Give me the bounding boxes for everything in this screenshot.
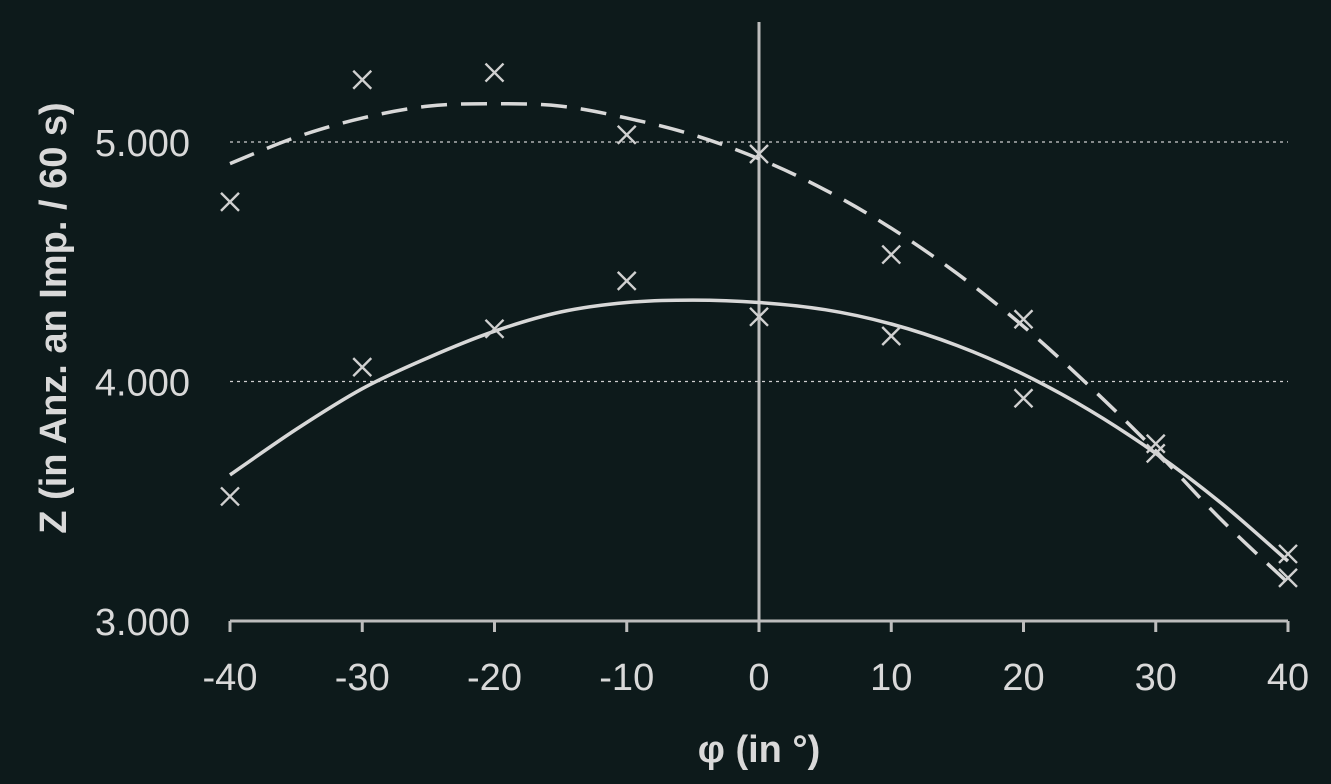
x-tick-label: -10 [599, 657, 654, 699]
data-points [220, 62, 1298, 588]
grid-lines [230, 141, 1288, 383]
data-point-dashed [749, 144, 769, 164]
x-tick-label: 40 [1267, 657, 1309, 699]
data-point-dashed [220, 192, 240, 212]
y-tick-label: 5.000 [95, 123, 190, 165]
tick-labels: -40 -30 -20 -10 0 10 20 30 40 3.000 4.000 5.000 [95, 123, 1309, 699]
fit-curve-solid [229, 298, 1290, 563]
data-point-dashed [352, 69, 373, 90]
data-point-solid [1013, 388, 1034, 409]
x-tick-label: 10 [870, 657, 912, 699]
y-tick-label: 4.000 [95, 363, 190, 405]
x-tick-label: -40 [203, 657, 258, 699]
x-tick-label: 20 [1002, 657, 1044, 699]
x-axis-title: φ (in °) [698, 729, 821, 771]
x-tick-label: -30 [335, 657, 390, 699]
data-point-solid [1278, 544, 1298, 564]
data-point-solid [881, 326, 902, 346]
data-point-solid [749, 306, 769, 327]
data-point-solid [352, 357, 373, 377]
data-point-dashed [1278, 568, 1298, 588]
axes [228, 22, 1290, 632]
y-axis-title: Z (in Anz. an Imp. / 60 s) [33, 102, 75, 533]
data-point-dashed [1145, 433, 1166, 454]
y-tick-label: 3.000 [95, 602, 190, 644]
data-point-dashed [616, 124, 637, 145]
data-point-solid [484, 318, 505, 339]
data-point-dashed [484, 62, 505, 83]
data-point-solid [616, 271, 637, 291]
fit-curves [229, 101, 1290, 584]
data-point-dashed [881, 244, 902, 265]
x-tick-label: -20 [467, 657, 522, 699]
x-tick-label: 30 [1135, 657, 1177, 699]
data-point-solid [1145, 443, 1166, 464]
data-point-solid [220, 486, 240, 507]
data-point-dashed [1013, 309, 1034, 330]
x-tick-label: 0 [748, 657, 769, 699]
